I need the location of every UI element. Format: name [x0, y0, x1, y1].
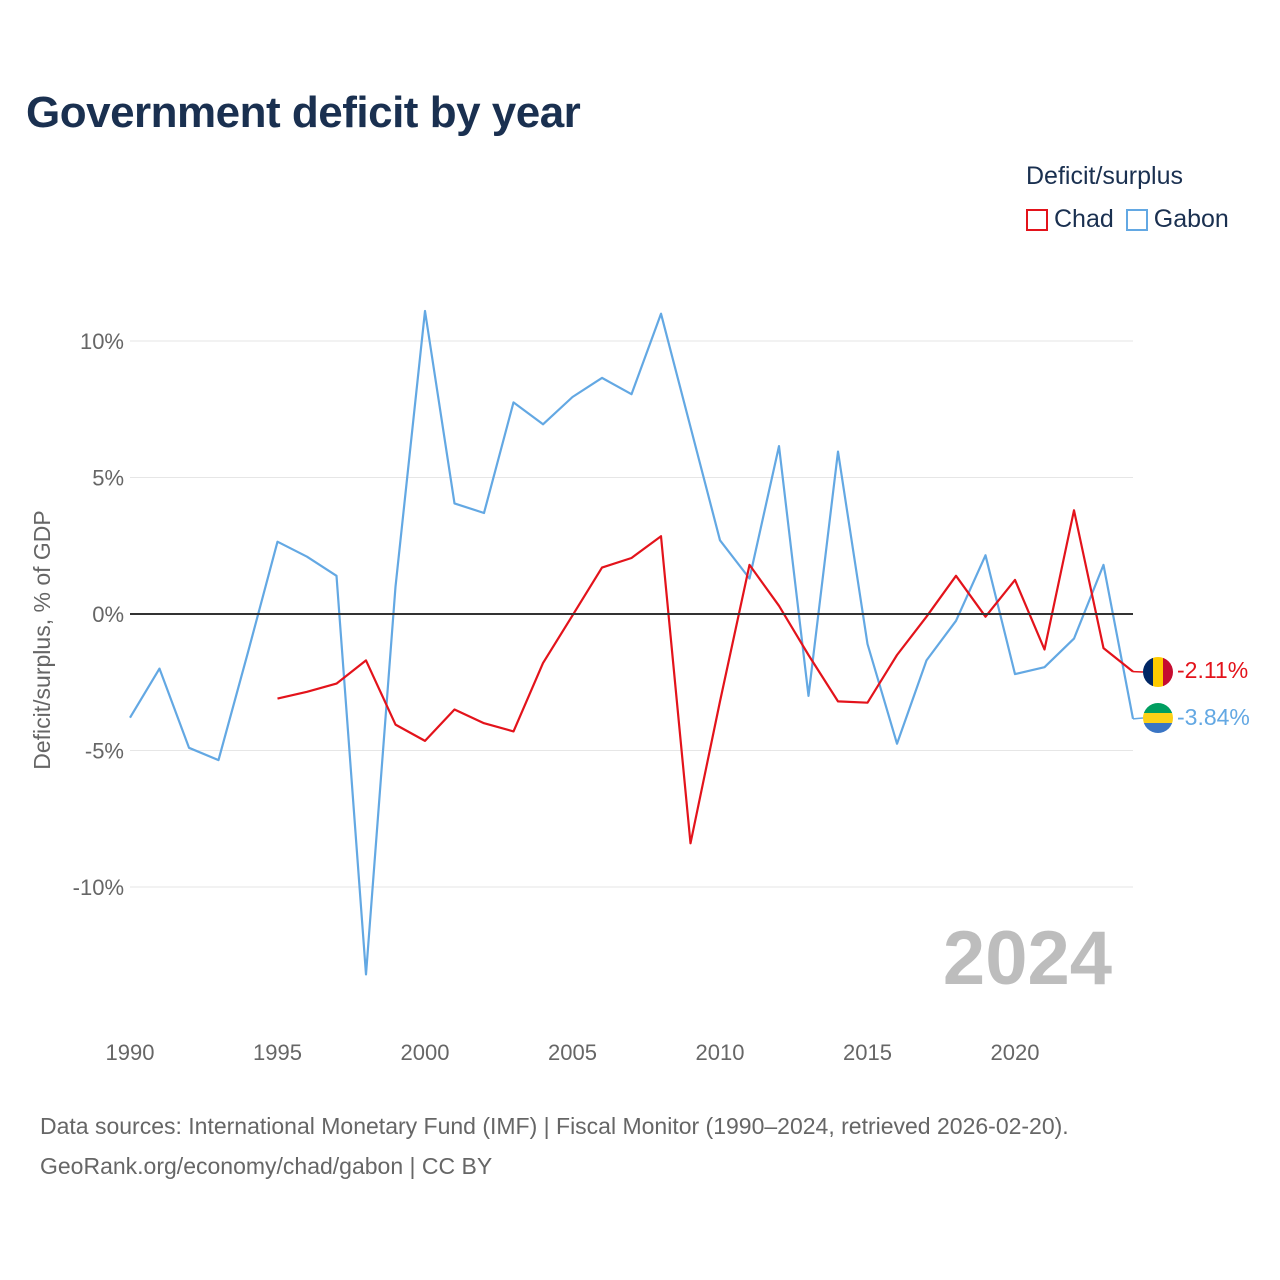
y-axis-label: Deficit/surplus, % of GDP	[29, 510, 55, 769]
x-tick-label: 1995	[253, 1040, 302, 1065]
year-watermark: 2024	[943, 916, 1112, 1001]
legend-item-chad[interactable]: Chad	[1026, 205, 1114, 234]
data-source-text: Data sources: International Monetary Fun…	[40, 1113, 1069, 1139]
series-line-gabon[interactable]	[129, 309, 1135, 976]
end-label-gabon: -3.84%	[1177, 704, 1250, 730]
y-tick-label: -5%	[85, 739, 124, 764]
x-tick-label: 1990	[106, 1040, 155, 1065]
end-label-chad: -2.11%	[1177, 657, 1248, 683]
y-tick-label: 10%	[80, 329, 124, 354]
legend-item-gabon[interactable]: Gabon	[1125, 205, 1229, 234]
x-axis-ticks: 1990 1995 2000 2005 2010 2015 2020	[106, 1040, 1040, 1065]
legend-label-chad: Chad	[1054, 205, 1114, 233]
grid	[130, 340, 1133, 888]
x-tick-label: 2015	[843, 1040, 892, 1065]
end-connector-gabon	[1132, 717, 1144, 720]
source-url-text: GeoRank.org/economy/chad/gabon | CC BY	[40, 1153, 493, 1179]
y-tick-label: 5%	[92, 466, 124, 491]
x-tick-label: 2005	[548, 1040, 597, 1065]
chart-title: Government deficit by year	[26, 88, 581, 137]
legend-swatch-gabon	[1125, 208, 1148, 231]
series-line-chad[interactable]	[277, 509, 1134, 845]
y-axis-ticks: 10% 5% 0% -5% -10%	[73, 329, 124, 900]
series-lines	[129, 309, 1144, 976]
x-tick-label: 2020	[991, 1040, 1040, 1065]
y-tick-label: -10%	[73, 875, 124, 900]
x-tick-label: 2000	[401, 1040, 450, 1065]
legend-swatch-chad	[1026, 208, 1048, 231]
legend: Chad Gabon	[1026, 205, 1229, 234]
line-chart: 10% 5% 0% -5% -10% 1990 1995 2000 2005 2010 2015 2…	[29, 309, 1250, 1065]
gabon-flag-icon	[1143, 703, 1173, 733]
legend-label-gabon: Gabon	[1153, 205, 1229, 233]
legend-title: Deficit/surplus	[1026, 162, 1183, 190]
footer: Data sources: International Monetary Fun…	[40, 1106, 1069, 1186]
x-tick-label: 2010	[696, 1040, 745, 1065]
y-tick-label: 0%	[92, 602, 124, 627]
chad-flag-icon	[1143, 657, 1173, 687]
